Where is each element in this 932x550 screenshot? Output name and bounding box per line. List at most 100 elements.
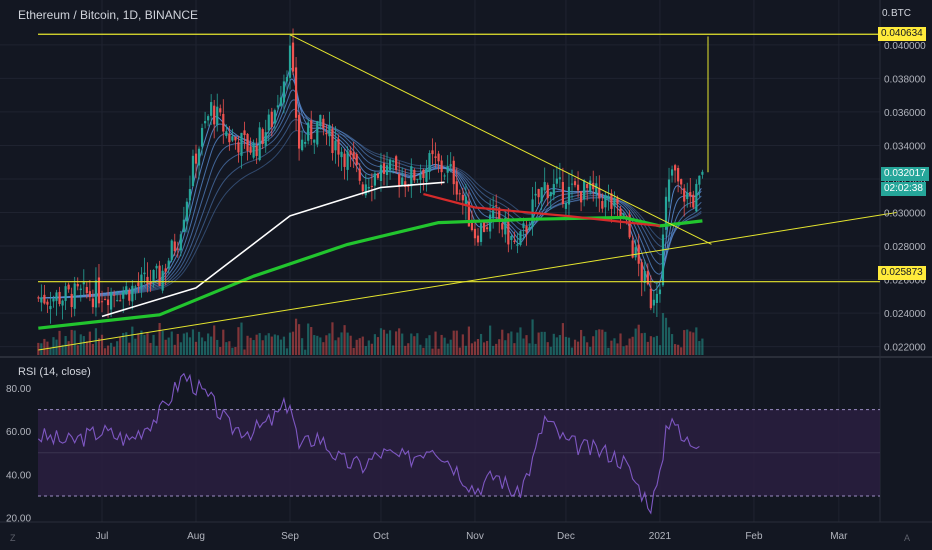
candle-body (670, 169, 674, 176)
candle-body (583, 180, 586, 200)
candle-body (219, 108, 222, 113)
candle-body (385, 165, 389, 175)
volume-bar (437, 348, 440, 355)
volume-bar (583, 336, 586, 355)
volume-bar (601, 329, 604, 355)
volume-bar (164, 339, 167, 355)
candle-body (543, 182, 546, 191)
candle-body (40, 297, 43, 303)
candle-body (564, 203, 568, 209)
time-tick-label: Aug (187, 531, 205, 542)
volume-bar (285, 348, 289, 355)
volume-bar (631, 336, 634, 355)
volume-bar (683, 330, 686, 355)
candle-body (440, 160, 443, 173)
candle-body (185, 201, 189, 222)
volume-bar (407, 343, 410, 355)
volume-bar (592, 336, 595, 355)
volume-bar (558, 335, 561, 355)
volume-bar (106, 345, 110, 355)
candle-body (207, 116, 210, 121)
candle-body (97, 277, 101, 304)
moving-average-white (101, 181, 445, 318)
candle-body (646, 271, 649, 285)
candle-body (291, 42, 295, 72)
volume-bar (297, 324, 301, 355)
candle-body (304, 141, 307, 144)
candle-body (243, 130, 246, 136)
candles (37, 28, 704, 324)
candle-body (419, 174, 422, 180)
candle-body (516, 244, 519, 246)
resistance-price-badge: 0.040634 (878, 27, 926, 41)
volume-bar (270, 336, 273, 355)
candle-body (64, 286, 67, 301)
volume-bar (373, 334, 377, 355)
candle-body (510, 235, 513, 241)
volume-bar (391, 345, 395, 355)
candle-body (482, 221, 486, 232)
volume-bar (495, 343, 498, 355)
candle-body (88, 291, 91, 298)
candle-body (55, 292, 58, 301)
candle-body (358, 168, 361, 181)
candle-body (116, 300, 119, 302)
volume-bar (197, 331, 201, 355)
candle-body (349, 150, 352, 155)
candle-body (428, 153, 431, 172)
candle-body (458, 193, 461, 195)
volume-bar (85, 341, 88, 355)
candle-body (231, 136, 234, 141)
volume-bar (155, 345, 158, 355)
candle-body (443, 175, 446, 177)
volume-bar (109, 342, 113, 355)
rsi-line (37, 372, 700, 515)
candle-body (252, 143, 255, 158)
candle-body (422, 169, 425, 179)
rsi-tick-label: 60.00 (6, 427, 31, 438)
zoom-icon[interactable]: Z (10, 533, 16, 543)
volume-bar (325, 335, 328, 355)
candle-body (337, 138, 340, 155)
candle-body (613, 197, 616, 207)
volume-bar (458, 347, 461, 355)
volume-bar (185, 332, 189, 355)
volume-bar (692, 332, 695, 355)
currency-label[interactable]: BTC (891, 8, 911, 19)
candle-body (537, 188, 540, 198)
volume-bar (476, 338, 480, 355)
volume-bar (634, 328, 637, 355)
volume-bar (143, 335, 146, 355)
volume-bar (67, 341, 70, 355)
volume-bar (146, 333, 149, 355)
candle-body (46, 301, 49, 305)
candle-body (701, 171, 704, 175)
candle-body (525, 226, 528, 233)
candle-body (228, 133, 231, 143)
price-tick-label: 0.024000 (884, 309, 926, 320)
candle-body (152, 269, 155, 283)
candle-body (179, 234, 182, 251)
volume-bar (152, 334, 155, 355)
time-tick-label: Feb (745, 531, 763, 542)
volume-bar (279, 339, 283, 355)
support-price-badge: 0.025873 (878, 266, 926, 280)
candle-body (106, 299, 110, 306)
rsi-title[interactable]: RSI (14, close) (18, 366, 91, 378)
price-axis-prefix: 0. (882, 8, 891, 19)
candle-body (194, 153, 198, 164)
candle-body (461, 194, 464, 201)
time-tick-label: Jul (96, 531, 109, 542)
auto-scale-icon[interactable]: A (904, 533, 911, 543)
trendlines (38, 33, 897, 351)
volume-bar (670, 334, 674, 355)
volume-bar (113, 346, 116, 355)
candle-body (455, 181, 458, 195)
volume-bar (225, 342, 228, 355)
volume-bar (161, 331, 164, 355)
volume-bar (255, 334, 258, 355)
volume-bar (689, 331, 692, 355)
candle-body (673, 165, 677, 171)
volume-bar (504, 340, 507, 355)
